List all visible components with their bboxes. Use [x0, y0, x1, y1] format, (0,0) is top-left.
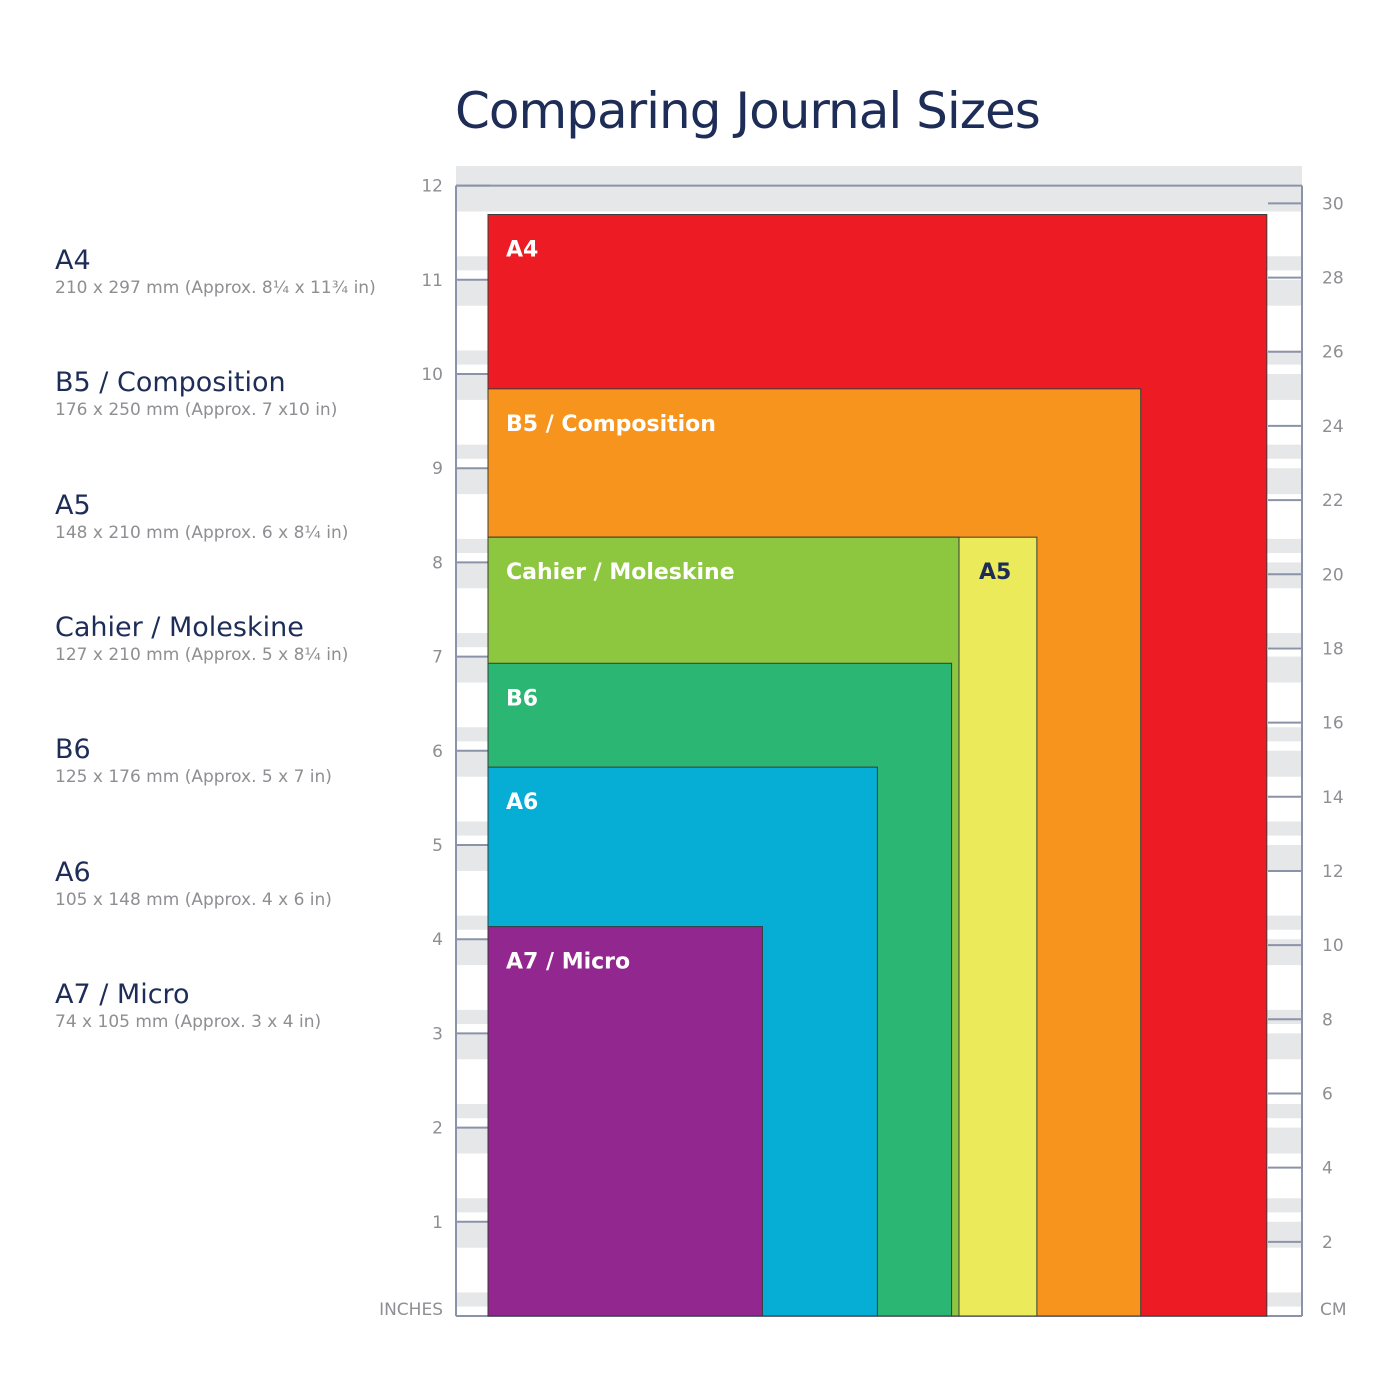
book-label-b5-composition: B5 / Composition — [506, 412, 716, 437]
right-tick-label: 8 — [1322, 1010, 1333, 1030]
grid-band — [456, 185, 1302, 212]
left-tick-label: 4 — [432, 930, 443, 950]
left-tick-label: 7 — [432, 648, 443, 668]
book-label-b6: B6 — [506, 686, 538, 711]
book-label-a5: A5 — [979, 560, 1011, 585]
left-tick-label: 12 — [421, 177, 443, 197]
legend-item-a7-micro: A7 / Micro 74 x 105 mm (Approx. 3 x 4 in) — [55, 979, 321, 1033]
legend-item-b5-composition: B5 / Composition 176 x 250 mm (Approx. 7 … — [55, 367, 337, 421]
right-tick-label: 16 — [1322, 714, 1344, 734]
left-tick-label: 6 — [432, 742, 443, 762]
legend-dimensions: 176 x 250 mm (Approx. 7 x10 in) — [55, 400, 338, 421]
legend-name: A6 — [55, 856, 91, 888]
right-tick-label: 2 — [1322, 1233, 1333, 1253]
legend-name: A7 / Micro — [55, 978, 190, 1010]
right-tick-label: 24 — [1322, 417, 1344, 437]
left-tick-label: 10 — [421, 365, 443, 385]
legend-dimensions: 105 x 148 mm (Approx. 4 x 6 in) — [55, 889, 332, 910]
legend-item-a4: A4 210 x 297 mm (Approx. 8¼ x 11¾ in) — [55, 245, 376, 299]
book-a7-micro — [487, 926, 763, 1317]
legend-item-a6: A6 105 x 148 mm (Approx. 4 x 6 in) — [55, 857, 332, 911]
legend-name: B5 / Composition — [55, 367, 286, 399]
right-tick-label: 30 — [1322, 194, 1344, 214]
right-tick-label: 10 — [1322, 936, 1344, 956]
right-tick-label: 20 — [1322, 565, 1344, 585]
right-tick-label: 4 — [1322, 1159, 1333, 1179]
legend-dimensions: 125 x 176 mm (Approx. 5 x 7 in) — [55, 767, 332, 788]
legend-dimensions: 74 x 105 mm (Approx. 3 x 4 in) — [55, 1011, 322, 1032]
grid-band — [456, 166, 1302, 188]
legend-item-a5: A5 148 x 210 mm (Approx. 6 x 8¼ in) — [55, 490, 348, 544]
right-tick-label: 14 — [1322, 788, 1344, 808]
right-tick-label: 22 — [1322, 491, 1344, 511]
left-tick-label: 5 — [432, 836, 443, 856]
left-tick-label: 2 — [432, 1119, 443, 1139]
right-tick-label: 18 — [1322, 639, 1344, 659]
legend-name: A5 — [55, 489, 91, 521]
book-label-a4: A4 — [506, 238, 538, 263]
legend-dimensions: 148 x 210 mm (Approx. 6 x 8¼ in) — [55, 522, 349, 543]
right-tick-label: 26 — [1322, 343, 1344, 363]
left-tick-label: 3 — [432, 1024, 443, 1044]
legend-item-cahier-moleskine: Cahier / Moleskine 127 x 210 mm (Approx. … — [55, 612, 348, 666]
book-label-a6: A6 — [506, 790, 538, 815]
left-tick-label: 11 — [421, 271, 443, 291]
right-tick-label: 12 — [1322, 862, 1344, 882]
left-tick-label: 1 — [432, 1213, 443, 1233]
left-axis-unit: INCHES — [379, 1300, 443, 1320]
right-tick-label: 6 — [1322, 1084, 1333, 1104]
legend-name: B6 — [55, 734, 91, 766]
book-label-cahier-moleskine: Cahier / Moleskine — [506, 560, 735, 585]
legend-name: A4 — [55, 245, 91, 276]
right-tick-label: 28 — [1322, 269, 1344, 289]
legend-dimensions: 210 x 297 mm (Approx. 8¼ x 11¾ in) — [55, 278, 376, 298]
left-tick-label: 9 — [432, 459, 443, 479]
chart-title: Comparing Journal Sizes — [455, 82, 1041, 140]
left-tick-label: 8 — [432, 553, 443, 573]
right-axis-unit: CM — [1320, 1300, 1347, 1320]
legend-dimensions: 127 x 210 mm (Approx. 5 x 8¼ in) — [55, 644, 349, 665]
book-label-a7-micro: A7 / Micro — [506, 950, 630, 975]
legend-name: Cahier / Moleskine — [55, 611, 304, 643]
legend-item-b6: B6 125 x 176 mm (Approx. 5 x 7 in) — [55, 734, 332, 788]
